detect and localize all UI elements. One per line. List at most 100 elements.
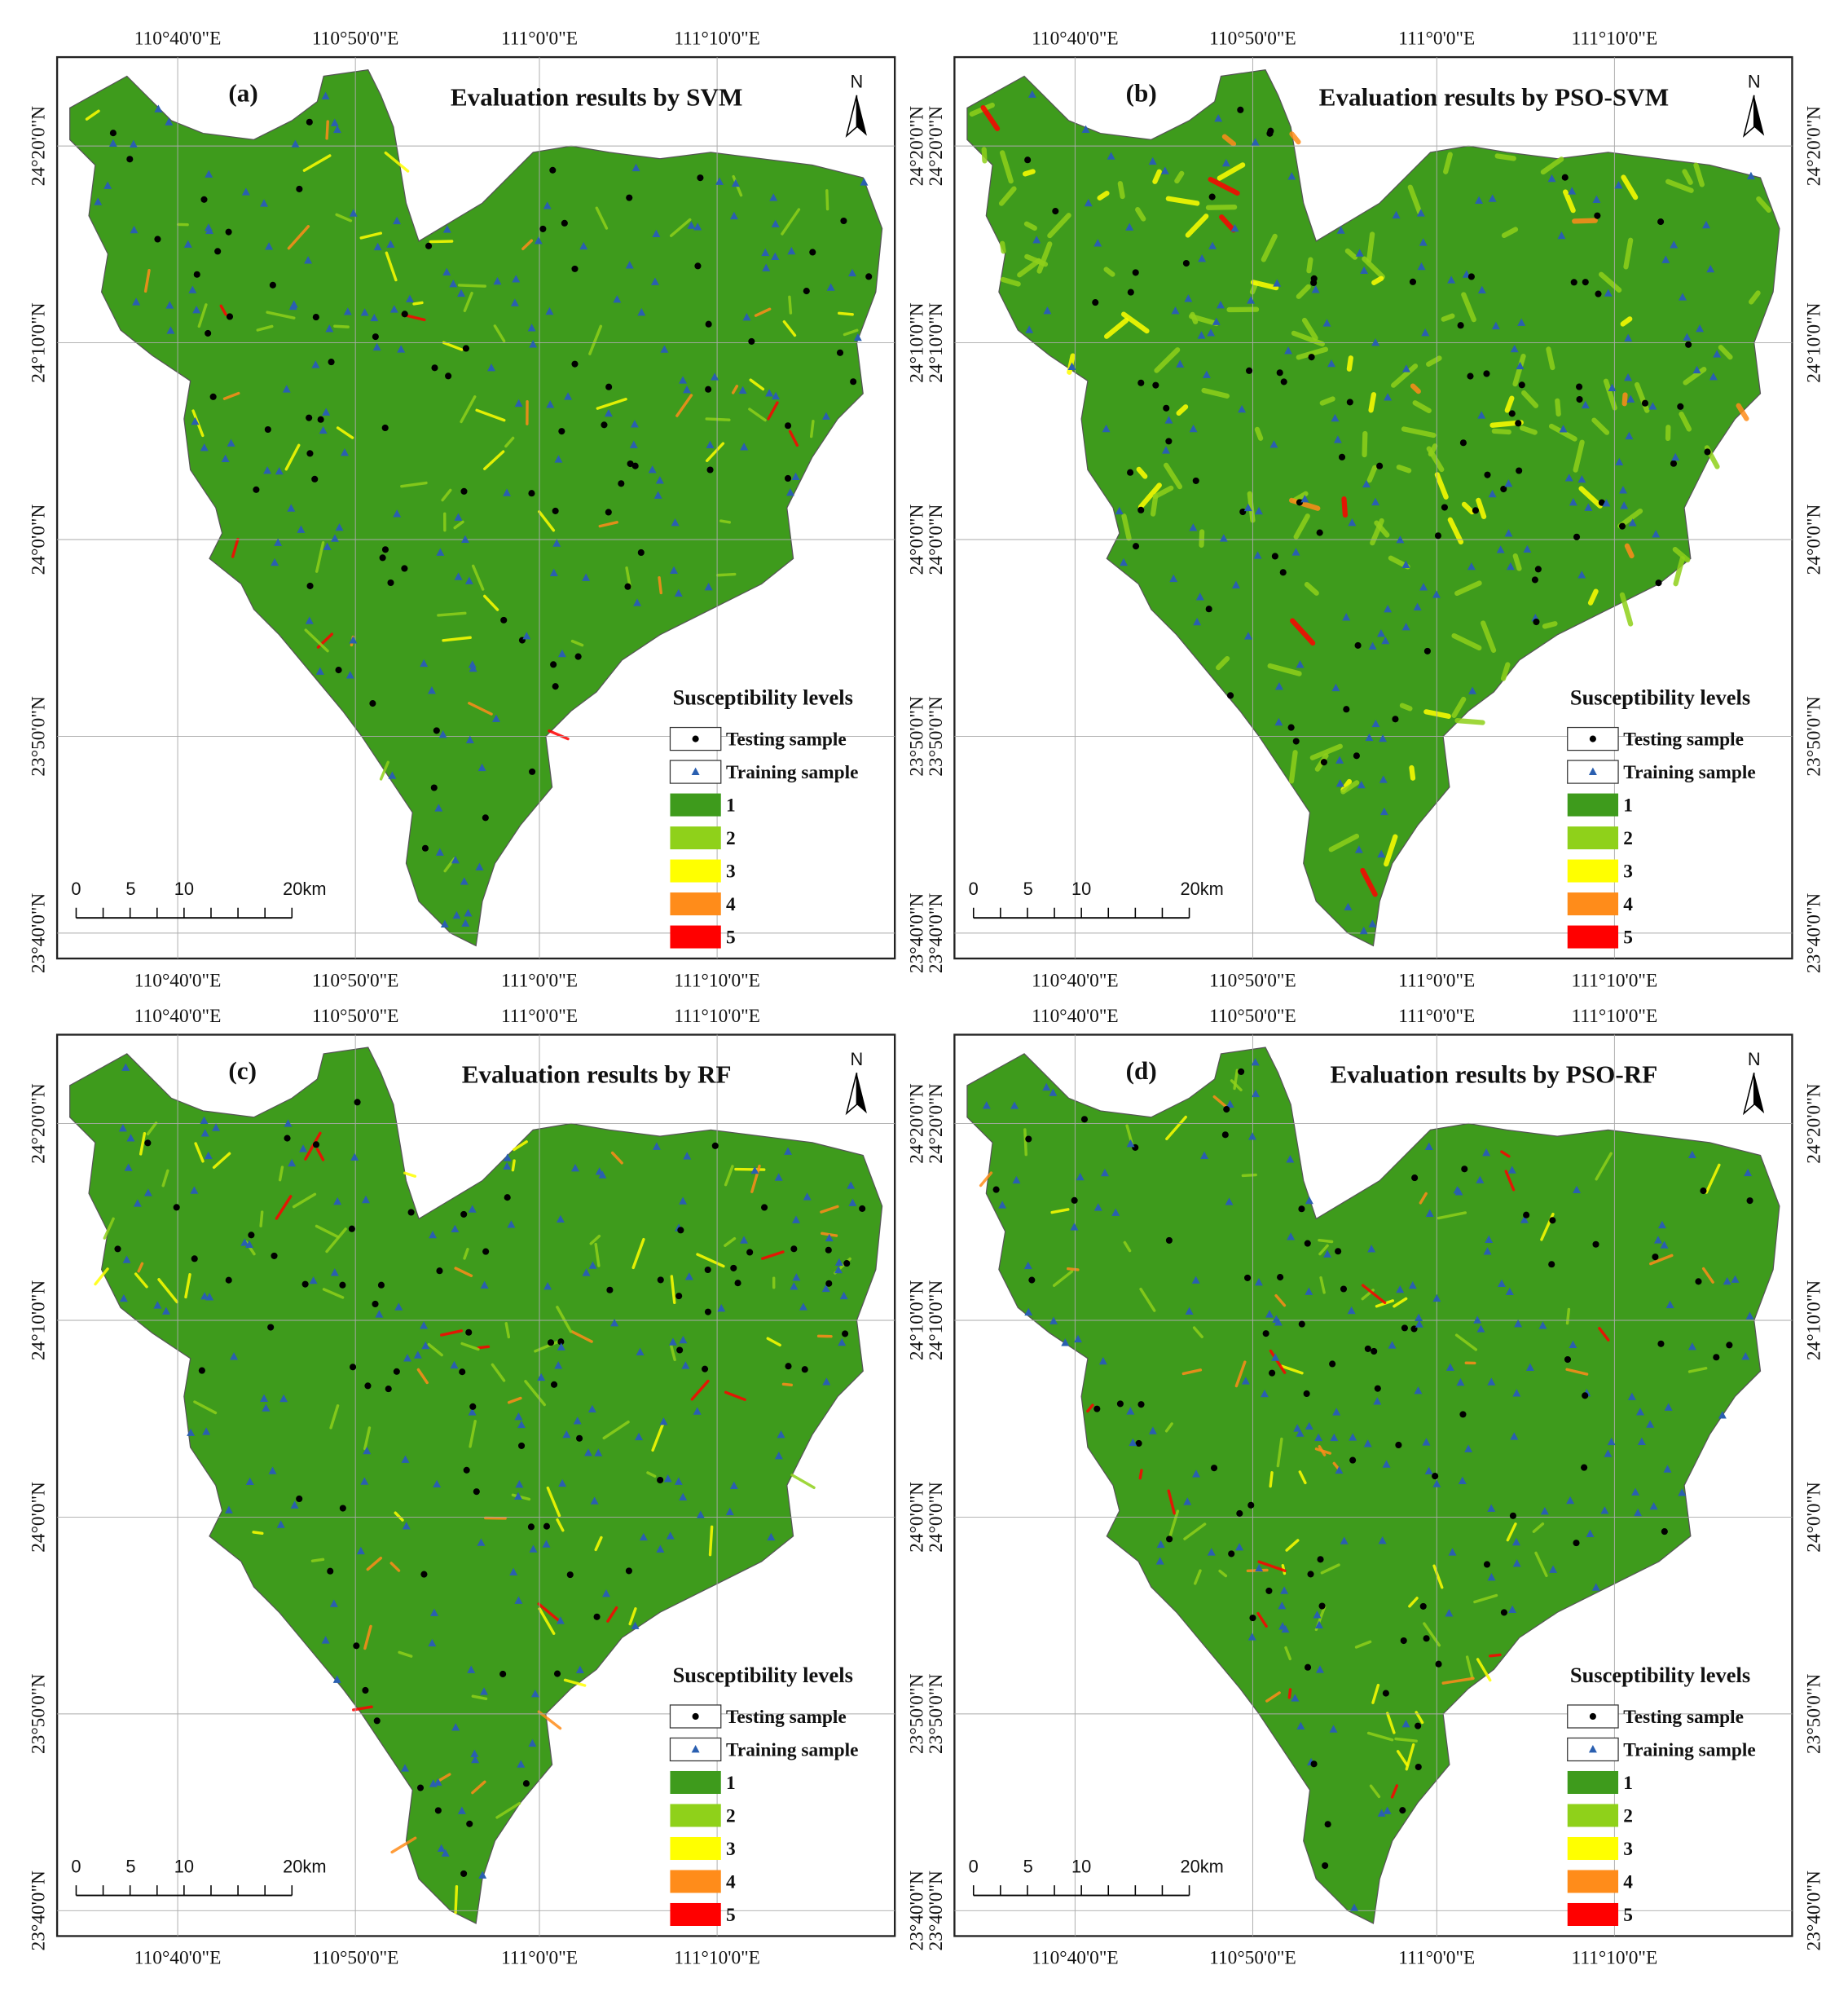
legend-dot xyxy=(693,736,699,742)
testing-sample xyxy=(1309,354,1315,360)
testing-sample xyxy=(1375,1386,1381,1392)
testing-sample xyxy=(1535,566,1542,572)
legend-label: Testing sample xyxy=(726,1707,847,1728)
testing-sample xyxy=(174,1204,180,1210)
testing-sample xyxy=(529,769,535,775)
testing-sample xyxy=(401,565,407,571)
testing-sample xyxy=(1193,478,1199,484)
testing-sample xyxy=(1562,174,1569,181)
testing-sample xyxy=(761,1204,768,1210)
legend-swatch xyxy=(1568,926,1618,949)
testing-sample xyxy=(1127,469,1133,476)
lat-label: 23°50'0"N xyxy=(29,1674,50,1754)
texture-streak xyxy=(1208,207,1234,208)
lat-label: 23°40'0"N xyxy=(29,893,50,973)
testing-sample xyxy=(1411,1174,1418,1181)
testing-sample xyxy=(1415,1764,1422,1770)
testing-sample xyxy=(837,350,843,356)
testing-sample xyxy=(1237,107,1243,113)
lat-label: 24°0'0"N xyxy=(1804,1482,1825,1553)
testing-sample xyxy=(482,1249,489,1255)
testing-sample xyxy=(705,1267,711,1273)
testing-sample xyxy=(712,1143,719,1149)
testing-sample xyxy=(658,1276,664,1283)
testing-sample xyxy=(372,333,379,340)
testing-sample xyxy=(1383,1690,1389,1697)
texture-streak xyxy=(1319,1240,1332,1242)
testing-sample xyxy=(1420,1603,1427,1610)
testing-sample xyxy=(1582,1392,1588,1399)
testing-sample xyxy=(1028,1277,1035,1284)
testing-sample xyxy=(825,1247,832,1254)
texture-streak xyxy=(430,241,451,242)
testing-sample xyxy=(374,1717,381,1724)
testing-sample xyxy=(1304,1390,1310,1397)
lat-label: 23°40'0"N xyxy=(1804,1870,1825,1950)
testing-sample xyxy=(551,1381,557,1388)
testing-sample xyxy=(1432,1473,1438,1479)
testing-sample xyxy=(1247,1502,1254,1509)
lon-label: 111°0'0"E xyxy=(1398,1948,1475,1969)
lon-label: 111°10'0"E xyxy=(674,1948,760,1969)
map-panel: 110°40'0"E110°40'0"E110°50'0"E110°50'0"E… xyxy=(926,29,1825,992)
testing-sample xyxy=(1355,642,1362,649)
legend-label: 2 xyxy=(1623,1805,1633,1826)
testing-sample xyxy=(1515,420,1521,426)
testing-sample xyxy=(1269,1370,1275,1377)
testing-sample xyxy=(425,243,432,249)
panel-label: (b) xyxy=(1126,79,1157,108)
testing-sample xyxy=(1704,448,1710,455)
testing-sample xyxy=(1137,380,1144,386)
testing-sample xyxy=(1025,1135,1032,1142)
testing-sample xyxy=(460,1211,467,1218)
texture-streak xyxy=(1002,244,1003,251)
scale-label: 0 xyxy=(71,879,81,899)
texture-streak xyxy=(253,1532,262,1533)
testing-sample xyxy=(605,509,612,515)
legend-label: 4 xyxy=(1623,1871,1633,1892)
testing-sample xyxy=(431,784,438,791)
testing-sample xyxy=(554,1671,561,1677)
testing-sample xyxy=(1472,507,1479,513)
testing-sample xyxy=(306,415,312,421)
panel-label: (a) xyxy=(228,79,257,108)
lat-label: 24°0'0"N xyxy=(926,1482,947,1553)
legend-swatch xyxy=(670,860,720,883)
testing-sample xyxy=(433,727,440,734)
testing-sample xyxy=(1322,1862,1328,1869)
lat-label: 24°20'0"N xyxy=(29,106,50,186)
testing-sample xyxy=(1460,439,1467,446)
legend-swatch xyxy=(670,892,720,915)
panel-label: (d) xyxy=(1126,1056,1157,1085)
legend-label: 1 xyxy=(1623,1773,1633,1794)
testing-sample xyxy=(809,249,816,255)
testing-sample xyxy=(803,288,810,294)
legend-label: Testing sample xyxy=(1623,729,1744,750)
lon-label: 111°10'0"E xyxy=(674,29,760,50)
scale-label: 20km xyxy=(283,1857,326,1877)
testing-sample xyxy=(422,845,429,852)
testing-sample xyxy=(1325,1821,1331,1827)
testing-sample xyxy=(1510,1513,1516,1519)
testing-sample xyxy=(552,683,559,690)
testing-sample xyxy=(1137,507,1144,513)
legend-dot xyxy=(1590,1713,1596,1720)
testing-sample xyxy=(336,667,342,673)
testing-sample xyxy=(550,661,557,668)
lat-label: 23°40'0"N xyxy=(926,1870,947,1950)
lon-label: 111°0'0"E xyxy=(501,1948,578,1969)
testing-sample xyxy=(114,1245,121,1252)
testing-sample xyxy=(362,1687,368,1694)
texture-streak xyxy=(812,421,813,437)
north-label: N xyxy=(851,1049,864,1069)
testing-sample xyxy=(420,1571,427,1578)
texture-streak xyxy=(706,419,729,420)
testing-sample xyxy=(460,1870,467,1877)
legend-label: 5 xyxy=(1623,1905,1633,1926)
testing-sample xyxy=(993,1187,1000,1193)
testing-sample xyxy=(1246,368,1252,374)
testing-sample xyxy=(702,1366,708,1373)
legend-swatch xyxy=(1568,1870,1618,1892)
legend-label: 1 xyxy=(1623,795,1633,816)
legend-swatch xyxy=(670,826,720,849)
